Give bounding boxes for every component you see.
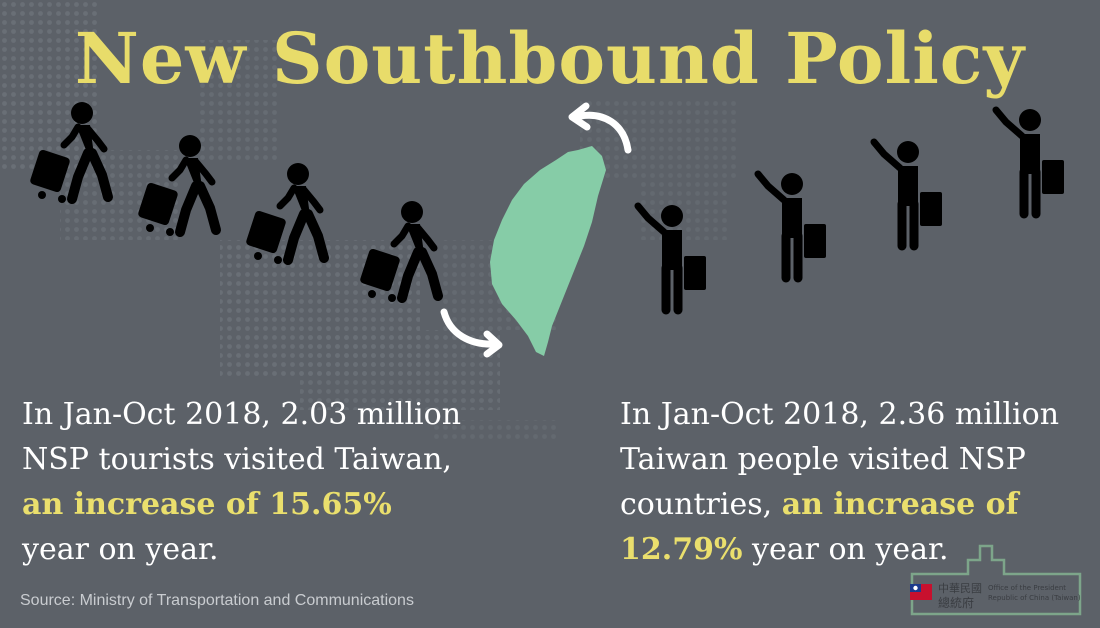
right-line-3: countries, an increase of <box>620 482 1090 527</box>
left-paragraph: In Jan-Oct 2018, 2.03 million NSP touris… <box>22 392 492 572</box>
logo-english-line-2: Republic of China (Taiwan) <box>988 594 1081 602</box>
building-outline-icon <box>910 544 1082 616</box>
waving-traveler-icon <box>758 173 826 278</box>
right-paragraph: In Jan-Oct 2018, 2.36 million Taiwan peo… <box>620 392 1090 572</box>
logo-chinese-line-1: 中華民國 <box>938 582 982 595</box>
curved-arrow-icon <box>568 102 632 154</box>
right-line-4: 12.79% year on year. <box>620 527 1090 572</box>
curved-arrow-icon <box>440 308 503 358</box>
left-line-4: year on year. <box>22 532 219 567</box>
logo-chinese-line-2: 總統府 <box>938 596 975 610</box>
right-line-2: Taiwan people visited NSP <box>620 442 1026 477</box>
source-note: Source: Ministry of Transportation and C… <box>20 592 414 609</box>
left-highlight: an increase of 15.65% <box>22 487 392 522</box>
right-line-3-plain: countries, <box>620 487 782 522</box>
left-line-2: NSP tourists visited Taiwan, <box>22 442 452 477</box>
logo-english-line-1: Office of the President <box>988 584 1066 592</box>
waving-traveler-icon <box>874 141 942 246</box>
left-line-1: In Jan-Oct 2018, 2.03 million <box>22 397 462 432</box>
waving-traveler-icon <box>996 109 1064 214</box>
right-line-3-highlight: an increase of <box>781 487 1019 522</box>
right-line-4-plain: year on year. <box>742 532 949 567</box>
page-title: New Southbound Policy <box>74 17 1026 100</box>
right-line-4-highlight: 12.79% <box>620 532 743 567</box>
presidential-office-logo: 中華民國 總統府 Office of the President Republi… <box>908 540 1088 616</box>
taiwan-map-icon <box>490 146 606 356</box>
right-line-1: In Jan-Oct 2018, 2.36 million <box>620 397 1060 432</box>
